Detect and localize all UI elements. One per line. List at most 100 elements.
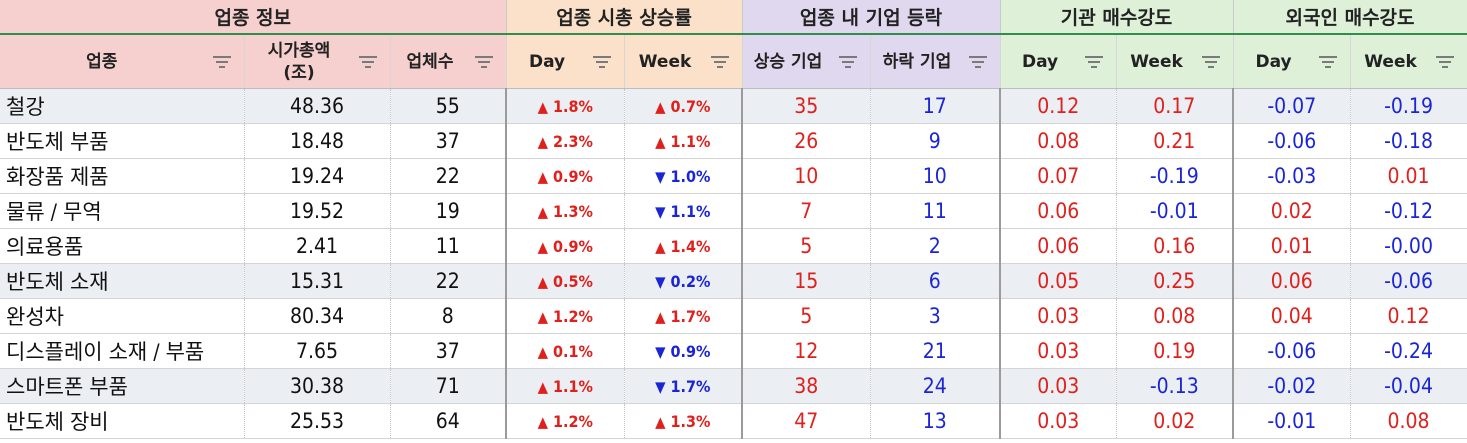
inst-week-cell: 0.19 xyxy=(1116,333,1235,369)
company-count-cell: 37 xyxy=(390,333,508,369)
market-cap-cell: 25.53 xyxy=(244,403,391,439)
cap-day-cell: ▲ 0.9% xyxy=(506,228,625,264)
column-header-sector[interactable]: 업종 xyxy=(0,34,245,89)
inst-day-cell: 0.03 xyxy=(1000,368,1117,404)
up-triangle-icon: ▲ xyxy=(537,132,548,151)
filter-icon[interactable] xyxy=(968,54,988,70)
rising-count-cell: 10 xyxy=(742,158,871,194)
inst-week-cell: 0.17 xyxy=(1116,88,1235,124)
filter-icon[interactable] xyxy=(474,54,494,70)
change-value: 0.7% xyxy=(665,96,711,116)
up-triangle-icon: ▲ xyxy=(655,132,666,151)
column-header-foreign-day[interactable]: Day xyxy=(1233,34,1351,89)
group-header-foreign: 외국인 매수강도 xyxy=(1233,0,1467,35)
column-header-inst-day[interactable]: Day xyxy=(1000,34,1117,89)
rising-count-cell: 15 xyxy=(742,263,871,299)
up-triangle-icon: ▲ xyxy=(537,237,548,256)
filter-icon[interactable] xyxy=(710,54,730,70)
falling-count-cell: 2 xyxy=(870,228,1002,264)
inst-day-cell: 0.03 xyxy=(1000,333,1117,369)
inst-week-cell: 0.16 xyxy=(1116,228,1235,264)
column-header-rising-companies[interactable]: 상승 기업 xyxy=(742,34,871,89)
up-triangle-icon: ▲ xyxy=(537,342,548,361)
filter-icon[interactable] xyxy=(1435,54,1455,70)
inst-week-cell: -0.19 xyxy=(1116,158,1235,194)
inst-week-cell: -0.01 xyxy=(1116,193,1235,229)
table-row[interactable]: 물류 / 무역 19.52 19 ▲ 1.3% ▼ 1.1% 7 11 0.06 -0.01 0.… xyxy=(0,193,1467,229)
table-row[interactable]: 의료용품 2.41 11 ▲ 0.9% ▲ 1.4% 5 2 0.06 0.16 0.01 -0.0… xyxy=(0,228,1467,264)
cap-week-cell: ▼ 1.1% xyxy=(624,193,744,229)
filter-icon[interactable] xyxy=(1084,54,1104,70)
cap-week-cell: ▼ 0.2% xyxy=(624,263,744,299)
change-value: 0.9% xyxy=(665,341,711,361)
table-row[interactable]: 스마트폰 부품 30.38 71 ▲ 1.1% ▼ 1.7% 38 24 0.03 -0.13-… xyxy=(0,368,1467,404)
change-value: 0.5% xyxy=(548,271,593,291)
foreign-week-cell: 0.08 xyxy=(1350,403,1467,439)
down-triangle-icon: ▼ xyxy=(655,202,666,221)
inst-day-cell: 0.07 xyxy=(1000,158,1117,194)
filter-icon[interactable] xyxy=(838,54,858,70)
market-cap-cell: 30.38 xyxy=(244,368,391,404)
column-header-foreign-week[interactable]: Week xyxy=(1350,34,1467,89)
column-header-label: Day xyxy=(1021,51,1059,72)
down-triangle-icon: ▼ xyxy=(655,342,666,361)
sector-name-cell: 반도체 장비 xyxy=(0,403,245,439)
down-triangle-icon: ▼ xyxy=(655,272,666,291)
down-triangle-icon: ▼ xyxy=(655,167,666,186)
sector-name-cell: 완성차 xyxy=(0,298,245,334)
column-header-cap-week[interactable]: Week xyxy=(624,34,743,89)
filter-icon[interactable] xyxy=(1318,54,1338,70)
foreign-week-cell: -0.19 xyxy=(1350,88,1467,124)
cap-day-cell: ▲ 0.5% xyxy=(506,263,625,299)
falling-count-cell: 10 xyxy=(870,158,1002,194)
market-cap-cell: 18.48 xyxy=(244,123,391,159)
rising-count-cell: 47 xyxy=(742,403,871,439)
table-row[interactable]: 화장품 제품 19.24 22 ▲ 0.9% ▼ 1.0% 10 10 0.07 -0.19 -0… xyxy=(0,158,1467,194)
foreign-week-cell: -0.18 xyxy=(1350,123,1467,159)
foreign-week-cell: -0.06 xyxy=(1350,263,1467,299)
column-header-label: 업체수 xyxy=(406,51,454,72)
filter-icon[interactable] xyxy=(358,54,378,70)
sector-name-cell: 물류 / 무역 xyxy=(0,193,245,229)
foreign-day-cell: -0.02 xyxy=(1233,368,1351,404)
cap-day-cell: ▲ 0.1% xyxy=(506,333,625,369)
falling-count-cell: 24 xyxy=(870,368,1002,404)
company-count-cell: 19 xyxy=(390,193,508,229)
change-value: 0.9% xyxy=(548,236,593,256)
falling-count-cell: 13 xyxy=(870,403,1002,439)
column-header-market-cap[interactable]: 시가총액 (조) xyxy=(244,34,391,89)
change-value: 1.7% xyxy=(665,306,711,326)
table-row[interactable]: 반도체 소재 15.31 22 ▲ 0.5% ▼ 0.2% 15 6 0.05 0.25 0.06… xyxy=(0,263,1467,299)
inst-day-cell: 0.06 xyxy=(1000,193,1117,229)
change-value: 1.2% xyxy=(548,411,593,431)
column-header-inst-week[interactable]: Week xyxy=(1116,34,1234,89)
column-header-label: Day xyxy=(528,51,566,72)
table-row[interactable]: 완성차 80.34 8 ▲ 1.2% ▲ 1.7% 5 3 0.03 0.08 0.04 0.12 xyxy=(0,298,1467,334)
up-triangle-icon: ▲ xyxy=(655,307,666,326)
column-header-cap-day[interactable]: Day xyxy=(506,34,625,89)
column-header-label: 업종 xyxy=(86,51,118,72)
column-header-label: Week xyxy=(1130,51,1183,72)
filter-icon[interactable] xyxy=(212,54,232,70)
foreign-day-cell: 0.04 xyxy=(1233,298,1351,334)
cap-day-cell: ▲ 1.8% xyxy=(506,88,625,124)
change-value: 1.1% xyxy=(548,376,593,396)
table-row[interactable]: 디스플레이 소재 / 부품 7.65 37 ▲ 0.1% ▼ 0.9% 12 21 0.03 0… xyxy=(0,333,1467,369)
falling-count-cell: 21 xyxy=(870,333,1002,369)
column-header-company-count[interactable]: 업체수 xyxy=(390,34,507,89)
filter-icon[interactable] xyxy=(592,54,612,70)
rising-count-cell: 5 xyxy=(742,298,871,334)
column-header-falling-companies[interactable]: 하락 기업 xyxy=(870,34,1001,89)
inst-week-cell: 0.21 xyxy=(1116,123,1235,159)
table-row[interactable]: 철강 48.36 55 ▲ 1.8% ▲ 0.7% 35 17 0.12 0.17 -0.07 -0… xyxy=(0,88,1467,124)
table-row[interactable]: 반도체 부품 18.48 37 ▲ 2.3% ▲ 1.1% 26 9 0.08 0.21 -0.0… xyxy=(0,123,1467,159)
falling-count-cell: 9 xyxy=(870,123,1002,159)
table-row[interactable]: 반도체 장비 25.53 64 ▲ 1.2% ▲ 1.3% 47 13 0.03 0.02 -0.… xyxy=(0,403,1467,439)
column-header-label: 상승 기업 xyxy=(753,51,823,72)
foreign-day-cell: 0.01 xyxy=(1233,228,1351,264)
filter-icon[interactable] xyxy=(1201,54,1221,70)
foreign-day-cell: -0.06 xyxy=(1233,333,1351,369)
foreign-day-cell: 0.06 xyxy=(1233,263,1351,299)
sector-name-cell: 화장품 제품 xyxy=(0,158,245,194)
group-header-sector-info: 업종 정보 xyxy=(0,0,507,35)
